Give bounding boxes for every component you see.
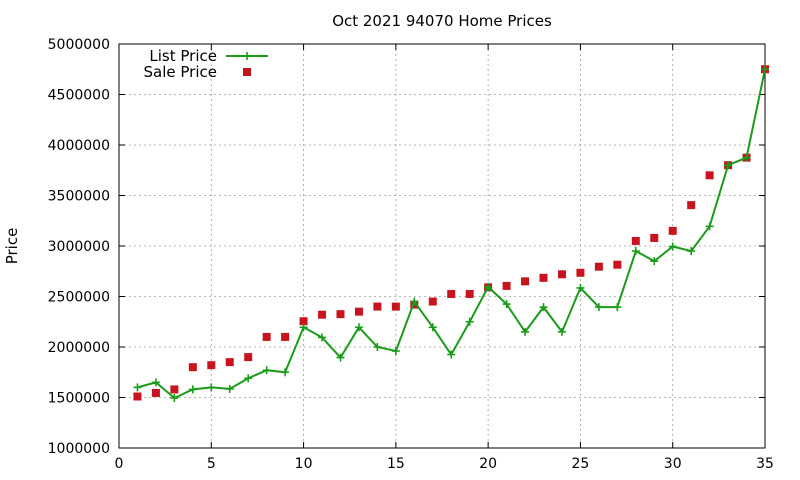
sale-price-point: [502, 281, 511, 290]
sale-price-point: [576, 268, 585, 277]
list-price-point: [502, 300, 511, 309]
list-price-point: [428, 323, 437, 332]
x-tick-label: 20: [479, 456, 497, 472]
list-price-point: [484, 282, 493, 291]
sale-price-point: [391, 302, 400, 311]
x-tick-label: 15: [387, 456, 405, 472]
sale-price-point: [668, 226, 677, 235]
sale-price-point: [465, 289, 474, 298]
list-price-point: [318, 333, 327, 342]
sale-price-point: [299, 317, 308, 326]
sale-price-point: [650, 233, 659, 242]
list-price-point: [225, 384, 234, 393]
list-price-point: [354, 323, 363, 332]
legend-label-list-price: List Price: [149, 47, 217, 65]
sale-price-point: [225, 358, 234, 367]
list-price-point: [668, 242, 677, 251]
sale-price-point: [373, 302, 382, 311]
y-tick-label: 3000000: [48, 239, 110, 255]
sale-price-point: [188, 363, 197, 372]
x-tick-label: 35: [756, 456, 774, 472]
chart-title: Oct 2021 94070 Home Prices: [332, 12, 552, 30]
list-price-point: [521, 327, 530, 336]
list-price-point: [576, 283, 585, 292]
list-price-point: [613, 303, 622, 312]
y-tick-label: 5000000: [48, 37, 110, 53]
sale-price-point: [170, 385, 179, 394]
sale-price-point: [244, 353, 253, 362]
sale-price-point: [447, 289, 456, 298]
sale-price-point: [281, 332, 290, 341]
list-price-point: [410, 297, 419, 306]
sale-price-point: [133, 392, 142, 401]
list-price-point: [539, 303, 548, 312]
y-tick-label: 2000000: [48, 340, 110, 356]
list-price-point: [705, 222, 714, 231]
sale-price-point: [613, 260, 622, 269]
y-tick-label: 1000000: [48, 441, 110, 457]
list-price-point: [373, 343, 382, 351]
list-price-point: [151, 378, 160, 387]
y-tick-label: 3500000: [48, 189, 110, 205]
sale-price-point: [687, 201, 696, 210]
y-tick-label: 2500000: [48, 290, 110, 306]
x-tick-label: 30: [664, 456, 682, 472]
legend-label-sale-price: Sale Price: [144, 63, 217, 81]
sale-price-point: [594, 262, 603, 271]
x-tick-label: 0: [115, 456, 124, 472]
list-price-point: [391, 347, 400, 356]
list-price-point: [170, 394, 179, 403]
sale-price-point: [336, 310, 345, 319]
sale-price-point: [705, 171, 714, 180]
list-price-point: [447, 350, 456, 359]
list-price-point: [761, 65, 769, 74]
y-tick-label: 4000000: [48, 138, 110, 154]
x-tick-label: 25: [572, 456, 590, 472]
axis-ticks: 1000000 1500000 2000000 2500000 3000000 35000…: [48, 37, 774, 472]
legend-swatch-sale-price: [243, 68, 251, 76]
y-axis-label: Price: [3, 228, 21, 265]
legend-swatch-list-price: [226, 52, 268, 60]
x-tick-label: 10: [295, 456, 313, 472]
sale-price-point: [207, 361, 216, 370]
list-price-point: [133, 383, 142, 392]
list-price-point: [631, 247, 640, 256]
sale-price-point: [557, 270, 566, 279]
list-price-point: [188, 385, 197, 394]
list-price-point: [262, 366, 271, 375]
list-price-point: [742, 153, 751, 162]
sale-price-point: [631, 236, 640, 245]
list-price-point: [336, 353, 345, 362]
y-tick-label: 4500000: [48, 88, 110, 104]
sale-price-point: [262, 332, 271, 341]
series: [133, 65, 769, 403]
list-price-point: [465, 317, 474, 326]
list-price-point: [594, 303, 603, 312]
list-price-point: [687, 247, 696, 256]
list-price-point: [650, 257, 659, 266]
list-price-point: [281, 368, 290, 377]
sale-price-point: [354, 307, 363, 316]
list-price-point: [299, 323, 308, 332]
list-price-point: [724, 161, 733, 170]
list-price-point: [207, 383, 216, 392]
sale-price-point: [318, 310, 327, 319]
list-price-point: [244, 374, 253, 383]
sale-price-point: [539, 273, 548, 282]
sale-price-point: [428, 297, 437, 306]
sale-price-point: [151, 388, 160, 397]
list-price-point: [557, 327, 566, 336]
sale-price-point: [521, 277, 530, 286]
x-tick-label: 5: [207, 456, 216, 472]
y-tick-label: 1500000: [48, 391, 110, 407]
plot-frame: [118, 43, 766, 449]
